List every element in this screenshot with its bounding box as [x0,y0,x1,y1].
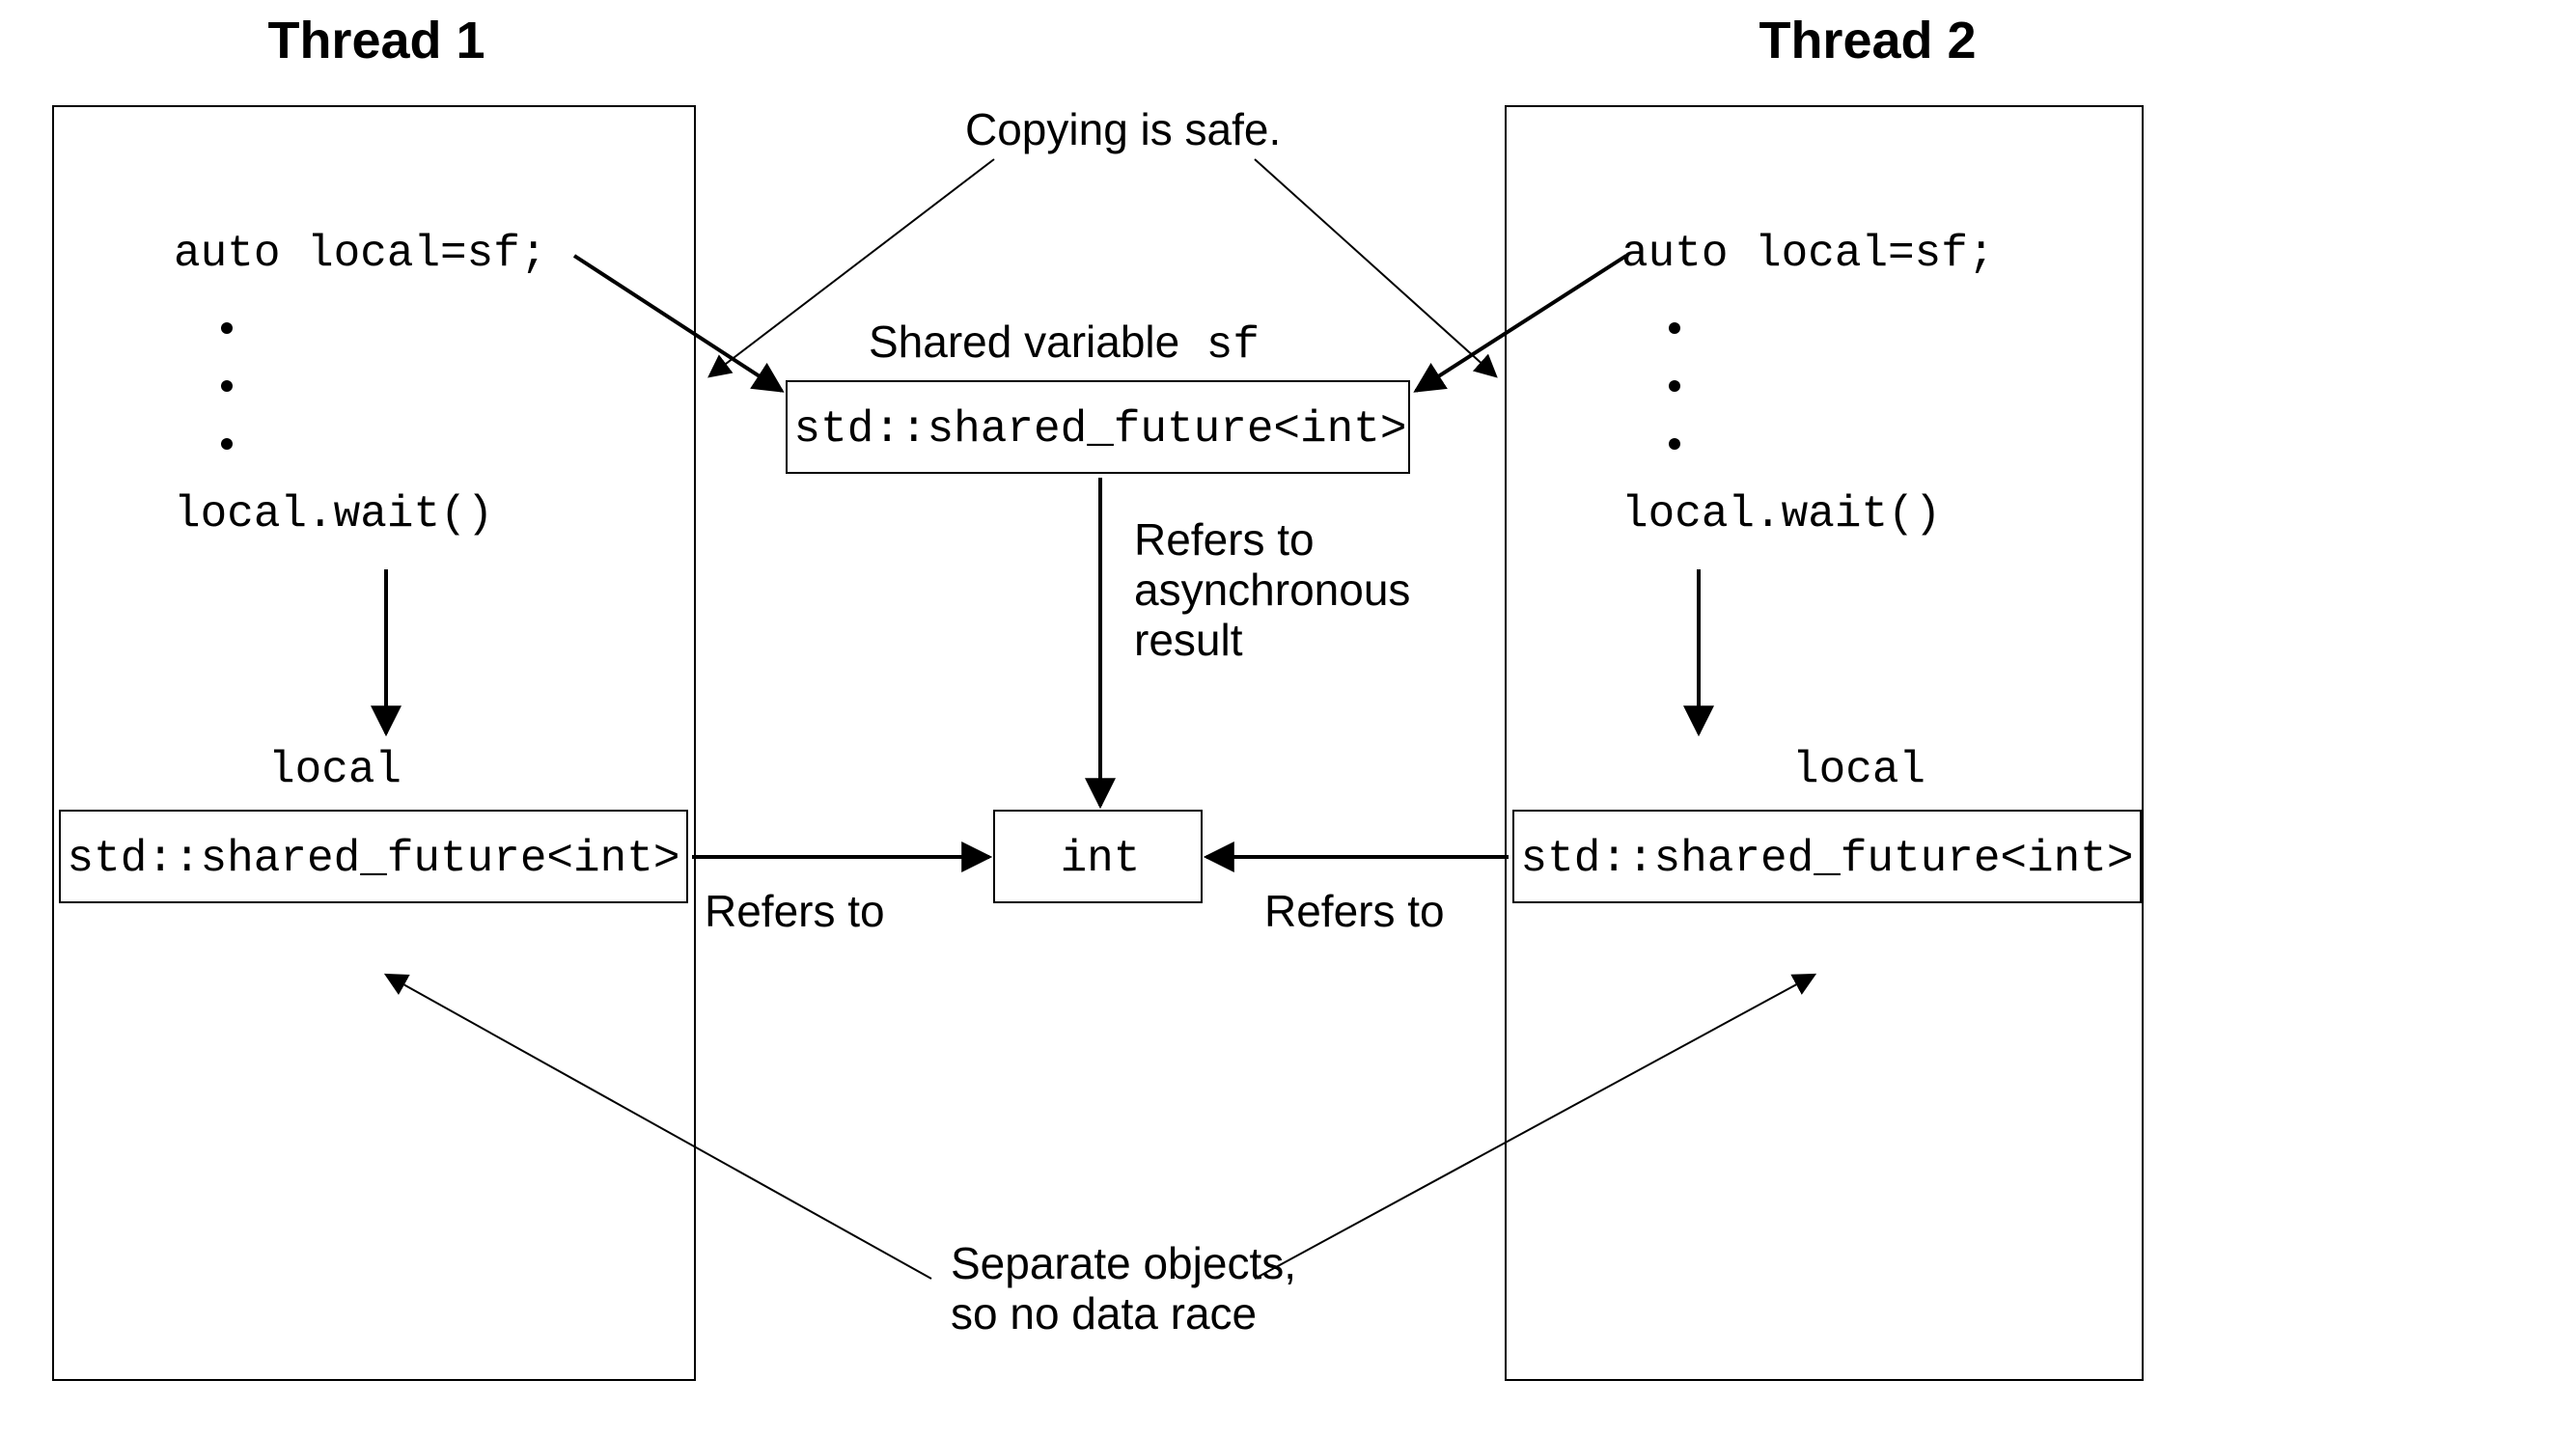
separate-objects-label: so no data race [951,1288,1257,1338]
thread1-local-type: std::shared_future<int> [68,834,680,884]
shared-variable-label: Shared variable sf [869,317,1260,371]
thread2-local-type: std::shared_future<int> [1521,834,2134,884]
refers-async-label: result [1134,615,1243,665]
thread1-code-copy: auto local=sf; [174,229,546,279]
refers-right-label: Refers to [1264,886,1445,936]
thread2-code-copy: auto local=sf; [1621,229,1994,279]
refers-left-label: Refers to [705,886,885,936]
copying-safe-label: Copying is safe. [965,104,1281,154]
thread1-code-wait: local.wait() [174,489,493,539]
int-box: int [1061,834,1141,884]
separate-objects-label: Separate objects, [951,1238,1296,1288]
refers-async-label: Refers to [1134,514,1315,565]
thread1-title: Thread 1 [267,12,485,69]
thread2-title: Thread 2 [1759,12,1976,69]
thread2-code-wait: local.wait() [1621,489,1941,539]
refers-async-label: asynchronous [1134,565,1410,615]
shared-variable-type: std::shared_future<int> [794,404,1407,455]
thread1-local-label: local [268,745,402,795]
thread2-local-label: local [1792,745,1925,795]
